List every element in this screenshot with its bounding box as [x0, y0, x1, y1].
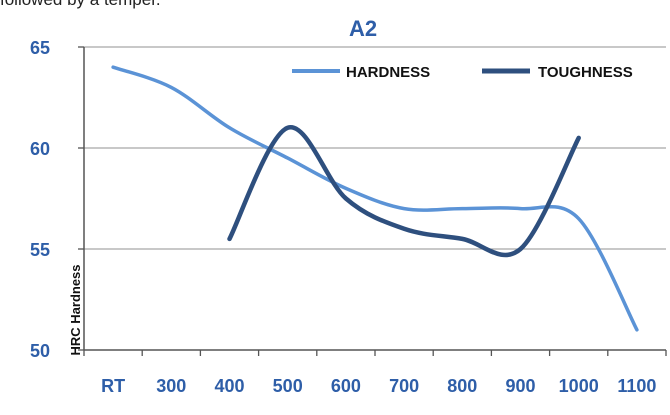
y-tick-labels: 50 55 60 65: [30, 38, 50, 361]
series-line-toughness: [227, 125, 581, 258]
x-tick-label-500: 500: [273, 376, 303, 396]
x-tick-labels: RT 300 400 500 600 700 800 900 1000 1100: [101, 376, 656, 396]
chart-title: A2: [349, 16, 377, 41]
grid-lines: [84, 46, 666, 250]
legend-item-hardness: HARDNESS: [292, 64, 430, 81]
y-tick-label-55: 55: [30, 240, 50, 260]
axes: [78, 46, 667, 356]
x-tick-label-800: 800: [447, 376, 477, 396]
y-tick-label-65: 65: [30, 38, 50, 58]
x-tick-label-RT: RT: [101, 376, 125, 396]
x-tick-label-600: 600: [331, 376, 361, 396]
series-line-hardness: [111, 65, 639, 332]
legend-label-hardness: HARDNESS: [346, 64, 430, 81]
x-tick-label-1000: 1000: [559, 376, 599, 396]
y-tick-label-50: 50: [30, 341, 50, 361]
x-tick-label-1100: 1100: [617, 376, 656, 396]
x-tick-label-700: 700: [389, 376, 419, 396]
legend-item-toughness: TOUGHNESS: [482, 64, 633, 81]
x-tick-label-300: 300: [156, 376, 186, 396]
x-tick-label-900: 900: [505, 376, 535, 396]
y-axis-label: HRC Hardness: [68, 264, 83, 355]
series-lines: [111, 65, 639, 332]
caption-fragment: followed by a temper.: [0, 0, 161, 10]
legend-label-toughness: TOUGHNESS: [538, 64, 633, 81]
y-tick-label-60: 60: [30, 139, 50, 159]
x-tick-label-400: 400: [214, 376, 244, 396]
legend: HARDNESS TOUGHNESS: [292, 64, 633, 81]
